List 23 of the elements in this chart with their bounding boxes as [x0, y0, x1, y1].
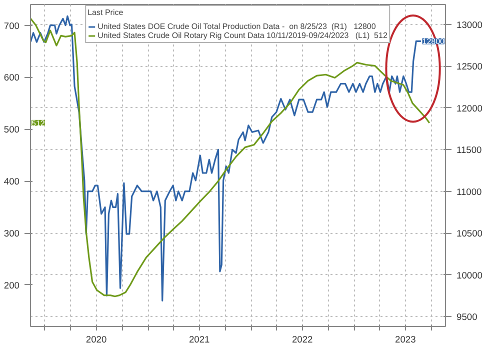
annotation: 512 [32, 118, 46, 128]
x-tick-label: 2021 [188, 334, 210, 344]
x-tick-label: 2020 [86, 334, 107, 344]
y-tick-label: 300 [4, 228, 20, 239]
x-tick-label: 2023 [395, 334, 416, 344]
y2-tick-label: 9500 [456, 312, 478, 322]
annotation: 12800 [422, 37, 446, 46]
y-tick-label: 500 [4, 124, 20, 135]
y-tick-label: 400 [4, 176, 20, 187]
y2-tick-label: 13000 [456, 20, 482, 30]
y2-tick-label: 10000 [456, 270, 482, 280]
y2-tick-label: 12500 [456, 62, 482, 72]
x-tick-label: 2022 [292, 334, 313, 344]
y2-tick-label: 11500 [456, 145, 482, 156]
y-tick-label: 200 [4, 280, 20, 290]
y-tick-label: 600 [4, 72, 20, 83]
legend-title: Last Price [88, 8, 124, 17]
y2-tick-label: 11000 [456, 186, 482, 197]
y2-tick-label: 10500 [456, 228, 482, 239]
legend-label: United States DOE Crude Oil Total Production Data - on 8/25/23 (R1) 12800 [98, 22, 376, 31]
y2-tick-label: 12000 [456, 103, 482, 114]
legend-label: United States Crude Oil Rotary Rig Count Data 10/11/2019-09/24/2023 (L1) 512 [98, 31, 388, 40]
y-tick-label: 700 [4, 20, 20, 31]
